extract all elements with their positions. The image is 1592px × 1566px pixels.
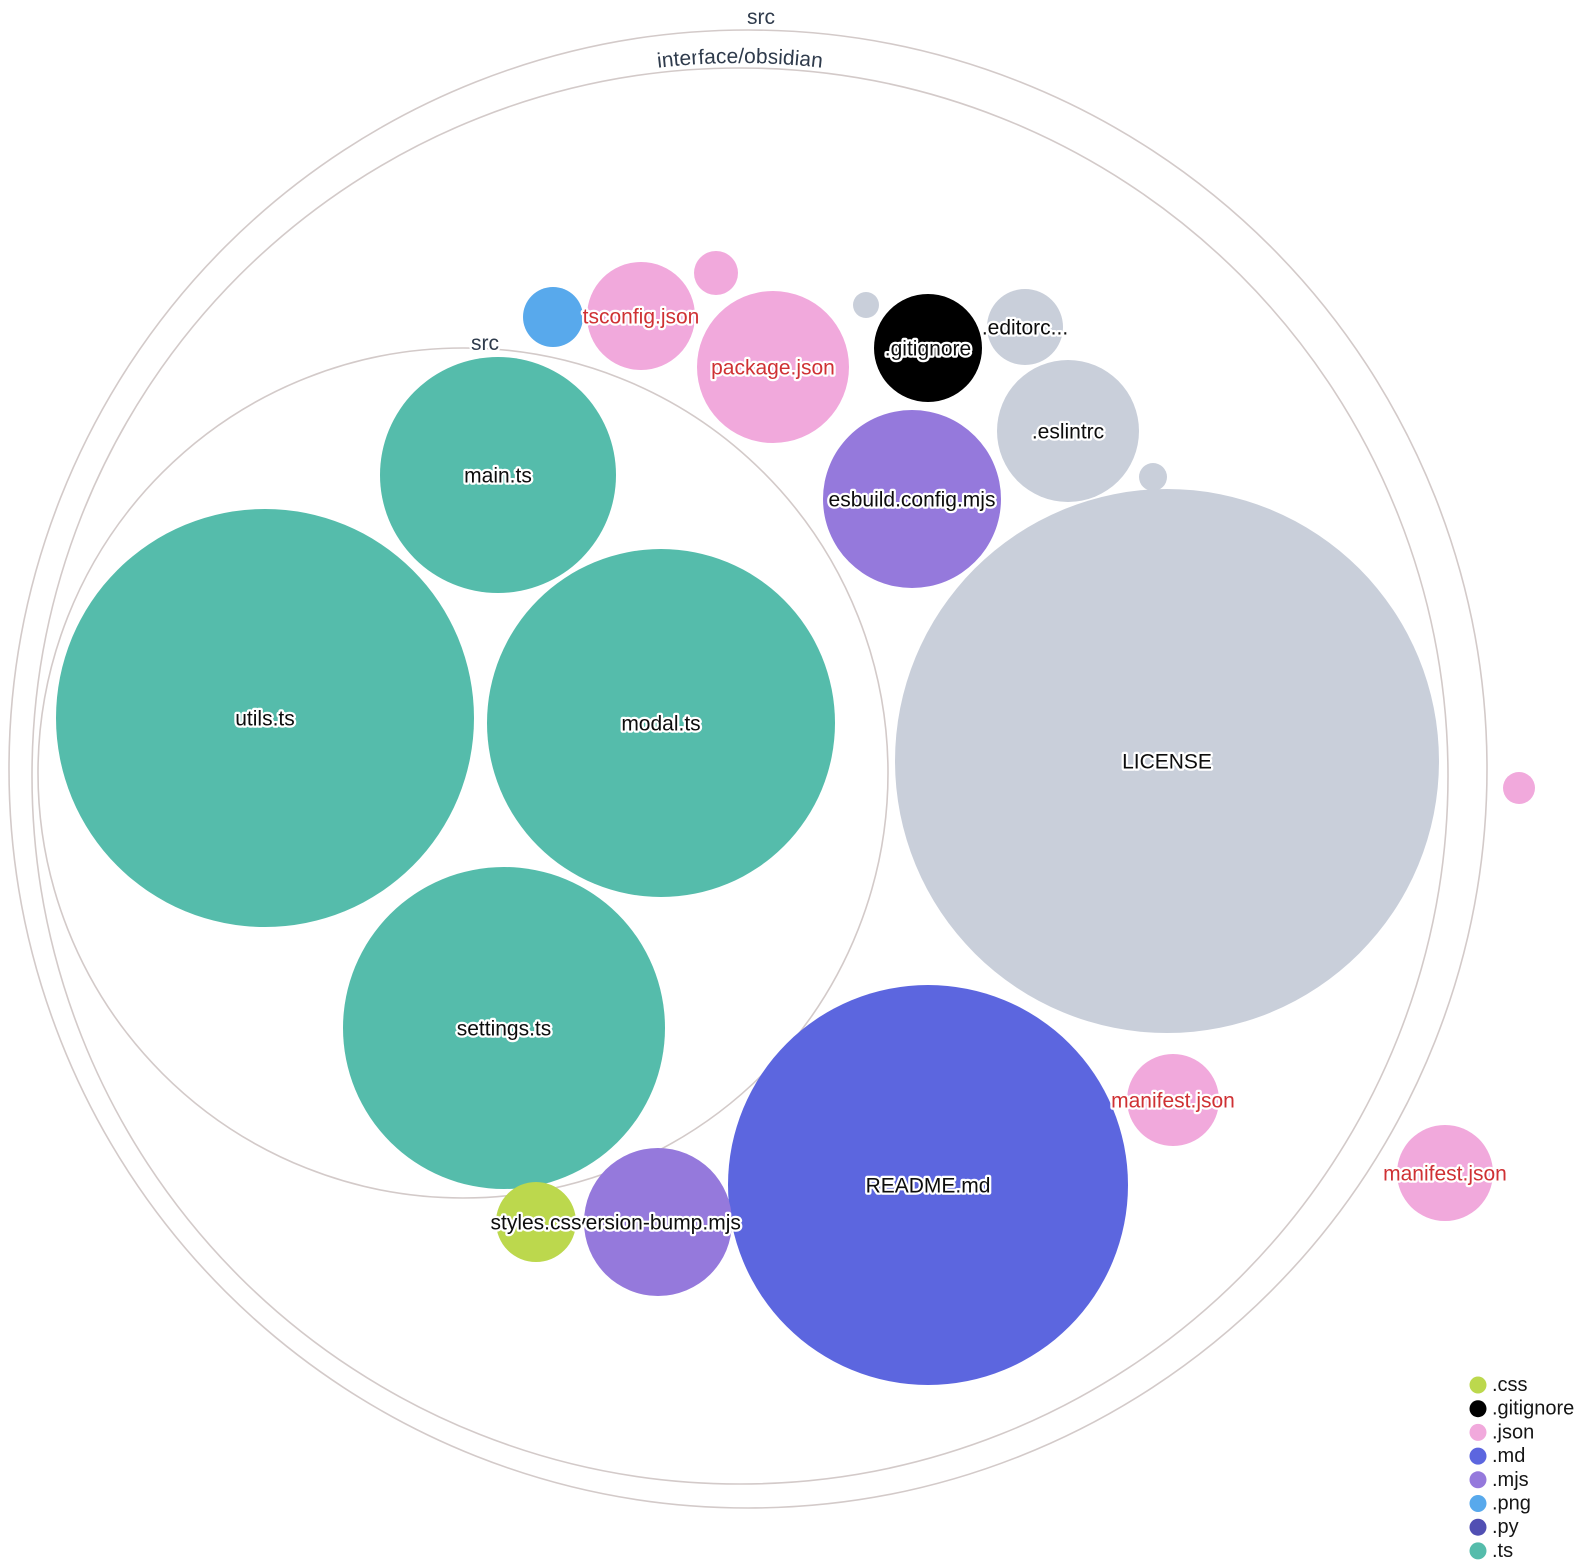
folder-circle-src-outer xyxy=(8,29,1488,1509)
legend-dot-css xyxy=(1469,1376,1487,1394)
legend-dot-json xyxy=(1469,1423,1487,1441)
file-circle-png-file xyxy=(523,287,583,347)
legend-label-md: .md xyxy=(1492,1445,1525,1467)
file-circle-modal-ts xyxy=(487,549,835,897)
file-label-version-bump-mjs: version-bump.mjs xyxy=(575,1212,741,1235)
file-label-styles-css: styles.css xyxy=(490,1212,581,1235)
legend-label-ts: .ts xyxy=(1492,1540,1513,1562)
file-label-license: LICENSE xyxy=(1122,751,1212,774)
folder-circle-interface-obsidian xyxy=(31,67,1449,1485)
extension-legend: .css.gitignore.json.md.mjs.png.py.ts xyxy=(1469,1374,1574,1562)
legend-label-gitignore: .gitignore xyxy=(1492,1398,1574,1420)
file-circle-json-small-2 xyxy=(1503,772,1535,804)
legend-item-css: .css xyxy=(1469,1374,1528,1396)
file-circle-manifest-json-outer xyxy=(1397,1125,1493,1221)
legend-dot-gitignore xyxy=(1469,1400,1487,1418)
file-circle-manifest-json-inner xyxy=(1127,1054,1219,1146)
file-label-manifest-json-inner: manifest.json xyxy=(1111,1090,1235,1113)
file-label-gitignore: .gitignore xyxy=(885,338,971,361)
legend-item-ts: .ts xyxy=(1469,1540,1513,1562)
legend-label-css: .css xyxy=(1492,1374,1528,1396)
legend-dot-ts xyxy=(1469,1542,1487,1560)
legend-label-mjs: .mjs xyxy=(1492,1469,1529,1491)
legend-item-gitignore: .gitignore xyxy=(1469,1398,1574,1420)
file-circle-json-small-1 xyxy=(694,251,738,295)
legend-item-py: .py xyxy=(1469,1516,1519,1538)
legend-item-mjs: .mjs xyxy=(1469,1469,1529,1491)
file-label-utils-ts: utils.ts xyxy=(235,708,295,731)
file-circle-license xyxy=(895,489,1439,1033)
file-label-esbuild-config-mjs: esbuild.config.mjs xyxy=(829,489,996,512)
file-circle-readme-md xyxy=(728,985,1128,1385)
folder-label-src-outer: src xyxy=(747,6,775,29)
legend-dot-md xyxy=(1469,1447,1487,1465)
file-label-package-json: package.json xyxy=(711,357,835,380)
legend-dot-py xyxy=(1469,1518,1487,1536)
file-circle-package-json xyxy=(697,291,849,443)
legend-item-png: .png xyxy=(1469,1493,1531,1515)
file-label-modal-ts: modal.ts xyxy=(621,713,700,736)
legend-dot-png xyxy=(1469,1495,1487,1512)
file-circle-styles-css xyxy=(496,1182,576,1262)
file-circle-esbuild-config-mjs xyxy=(823,410,1001,588)
file-circle-plain-small-2 xyxy=(1139,463,1167,491)
file-label-main-ts: main.ts xyxy=(464,465,532,488)
file-circle-editorconfig xyxy=(987,289,1063,365)
file-circle-eslintrc xyxy=(997,360,1139,502)
file-circle-settings-ts xyxy=(343,867,665,1189)
folder-circle-src-inner xyxy=(37,347,889,1199)
file-circle-gitignore xyxy=(874,294,982,402)
legend-label-png: .png xyxy=(1492,1493,1531,1515)
legend-item-md: .md xyxy=(1469,1445,1525,1467)
file-circle-tsconfig-json xyxy=(587,262,695,370)
folder-label-src-inner: src xyxy=(471,332,499,355)
file-label-readme-md: README.md xyxy=(866,1175,991,1198)
legend-dot-mjs xyxy=(1469,1471,1487,1489)
file-label-manifest-json-outer: manifest.json xyxy=(1383,1163,1507,1186)
file-circle-plain-small-1 xyxy=(853,292,879,318)
legend-item-json: .json xyxy=(1469,1421,1534,1443)
file-label-settings-ts: settings.ts xyxy=(457,1018,552,1041)
file-label-editorconfig: .editorc... xyxy=(982,317,1068,340)
file-circle-version-bump-mjs xyxy=(584,1148,732,1296)
legend-label-json: .json xyxy=(1492,1421,1534,1443)
file-circle-utils-ts xyxy=(56,509,474,927)
legend-label-py: .py xyxy=(1492,1516,1519,1538)
file-label-eslintrc: .eslintrc xyxy=(1032,421,1104,444)
file-label-tsconfig-json: tsconfig.json xyxy=(583,306,700,329)
file-circle-main-ts xyxy=(380,357,616,593)
